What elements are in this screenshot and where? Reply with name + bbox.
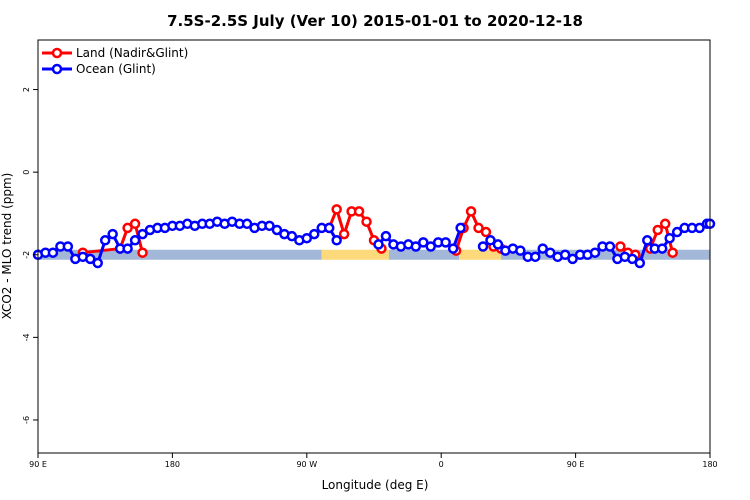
data-point-land — [129, 218, 141, 230]
data-point-ocean — [286, 230, 298, 242]
y-axis-title: XCO2 - MLO trend (ppm) — [0, 173, 14, 320]
data-point-ocean — [634, 257, 646, 269]
data-point-ocean — [309, 228, 320, 240]
data-point-ocean — [530, 251, 541, 263]
data-point-ocean — [47, 247, 59, 258]
legend-label-ocean: Ocean (Glint) — [76, 62, 156, 76]
data-point-ocean — [410, 241, 422, 252]
data-point-ocean — [671, 226, 683, 238]
x-tick-label: 180 — [165, 460, 180, 469]
x-axis-title: Longitude (deg E) — [322, 478, 429, 492]
data-point-land — [652, 224, 663, 236]
data-point-ocean — [99, 235, 111, 246]
data-point-ocean — [477, 241, 489, 252]
data-point-land — [659, 218, 671, 230]
data-point-ocean — [241, 218, 253, 230]
data-point-land — [667, 247, 678, 258]
data-point-land — [615, 241, 626, 252]
surface-bar-ocean — [38, 249, 322, 260]
data-point-ocean — [323, 222, 335, 234]
data-point-land — [122, 222, 133, 234]
data-point-land — [361, 216, 372, 227]
y-axis: 2 0 -2 -4 -6 — [22, 87, 38, 424]
x-axis: 90 E 180 90 W 0 90 E 180 — [29, 453, 718, 469]
y-tick-label: -2 — [22, 251, 31, 259]
data-point-land — [331, 204, 342, 215]
data-point-land — [473, 222, 484, 234]
surface-bar-land — [459, 249, 501, 260]
data-point-ocean — [92, 257, 103, 269]
x-tick-label: 0 — [439, 460, 444, 469]
surface-bar-land — [321, 249, 389, 260]
data-point-ocean — [271, 224, 283, 236]
data-point-ocean — [559, 249, 571, 261]
data-point-ocean — [664, 232, 675, 244]
data-point-ocean — [515, 245, 526, 256]
x-tick-label: 180 — [702, 460, 717, 469]
data-point-ocean — [642, 235, 653, 246]
data-point-land — [137, 247, 148, 258]
y-tick-label: -6 — [22, 416, 31, 424]
data-point-ocean — [455, 222, 466, 234]
data-point-ocean — [62, 241, 74, 252]
data-point-ocean — [331, 235, 342, 246]
data-point-ocean — [301, 232, 313, 244]
data-point-ocean — [627, 253, 638, 265]
surface-type-bar — [38, 249, 710, 260]
legend-label-land: Land (Nadir&Glint) — [76, 46, 188, 60]
y-tick-label: 2 — [22, 87, 31, 92]
data-point-land — [480, 226, 492, 238]
data-point-ocean — [85, 253, 96, 265]
data-point-ocean — [122, 243, 133, 254]
data-point-ocean — [418, 237, 429, 248]
data-point-ocean — [137, 228, 148, 240]
data-point-land — [353, 206, 365, 217]
data-point-ocean — [567, 253, 578, 265]
surface-bar-ocean — [500, 249, 710, 260]
data-point-land — [338, 228, 350, 240]
data-point-ocean — [107, 228, 118, 240]
data-point-ocean — [544, 247, 556, 258]
series-layer — [32, 204, 716, 269]
data-point-ocean — [129, 235, 141, 246]
data-point-ocean — [537, 243, 548, 254]
data-point-ocean — [656, 243, 668, 254]
legend-marker-land — [51, 47, 63, 59]
data-point-ocean — [264, 220, 275, 232]
data-point-ocean — [380, 230, 392, 242]
y-tick-label: 0 — [22, 170, 31, 175]
y-tick-label: -4 — [22, 333, 31, 341]
data-point-ocean — [425, 241, 436, 252]
x-tick-label: 90 E — [29, 460, 47, 469]
data-point-ocean — [589, 247, 601, 258]
data-point-ocean — [485, 235, 496, 246]
data-point-ocean — [447, 243, 459, 254]
x-tick-label: 90 W — [296, 460, 317, 469]
chart-title: 7.5S-2.5S July (Ver 10) 2015-01-01 to 20… — [167, 12, 583, 30]
legend: Land (Nadir&Glint) Ocean (Glint) — [42, 46, 188, 76]
plot-frame — [37, 39, 711, 454]
data-point-ocean — [373, 239, 384, 250]
data-point-land — [465, 206, 477, 217]
data-point-ocean — [694, 222, 705, 234]
data-point-ocean — [604, 241, 616, 252]
data-point-ocean — [492, 239, 504, 250]
data-point-ocean — [440, 237, 451, 248]
surface-bar-ocean — [388, 249, 460, 260]
x-tick-label: 90 E — [567, 460, 585, 469]
legend-marker-ocean — [51, 63, 63, 75]
